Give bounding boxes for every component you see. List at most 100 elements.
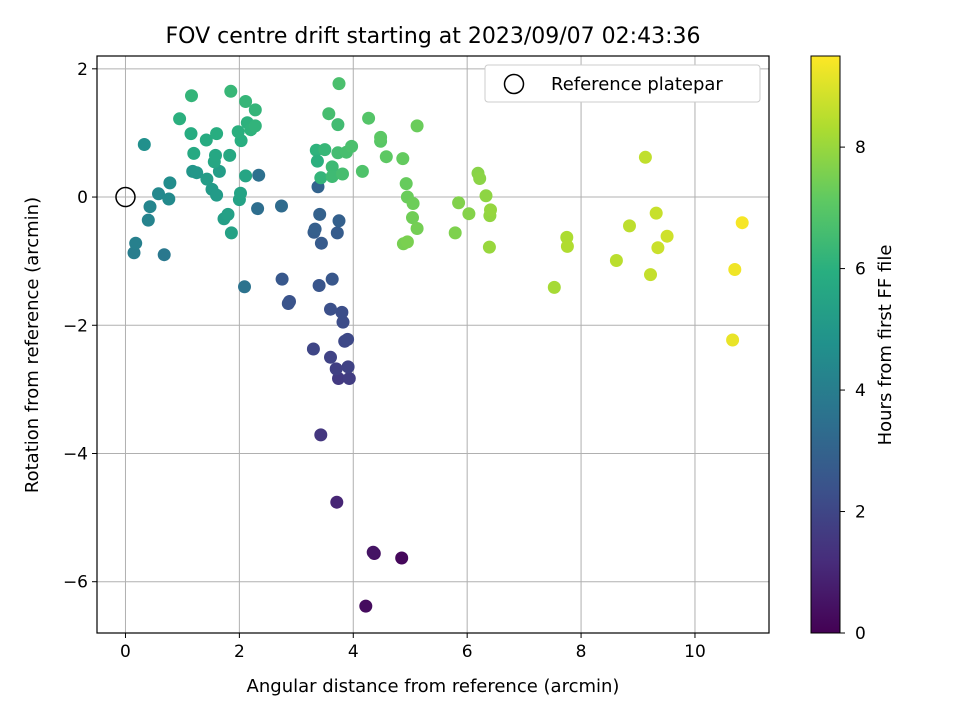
x-axis-ticks: 0 2 4 6 8 10	[120, 633, 706, 662]
colorbar-tick-label: 6	[855, 260, 866, 280]
y-tick-label: 2	[77, 60, 88, 80]
colorbar-tick-label: 4	[855, 381, 866, 401]
data-point	[275, 199, 288, 213]
data-point	[341, 360, 355, 374]
data-point	[314, 171, 328, 185]
data-point	[331, 118, 345, 132]
reference-platepar-marker	[115, 186, 136, 208]
data-point	[239, 95, 253, 108]
data-point	[406, 197, 420, 210]
data-point	[306, 342, 320, 356]
data-point	[345, 139, 359, 153]
y-axis-label: Rotation from reference (arcmin)	[22, 197, 43, 493]
data-point	[484, 203, 497, 217]
data-point	[547, 280, 561, 294]
data-point	[162, 192, 176, 206]
data-point	[313, 207, 327, 221]
data-point	[248, 119, 262, 133]
data-point	[728, 263, 742, 276]
data-point	[332, 77, 346, 91]
colorbar-tick-label: 8	[855, 138, 866, 158]
data-point	[448, 226, 462, 240]
data-point	[318, 143, 332, 157]
data-point	[623, 219, 636, 233]
grid-lines	[97, 56, 769, 633]
data-point	[210, 188, 224, 202]
data-point	[329, 362, 343, 376]
data-point	[452, 196, 466, 210]
data-point	[314, 236, 328, 250]
data-point	[400, 235, 414, 249]
x-tick-label: 6	[462, 642, 473, 662]
data-point	[200, 172, 214, 186]
data-point	[324, 302, 337, 316]
data-point	[310, 154, 324, 168]
legend-label-reference: Reference platepar	[551, 74, 723, 95]
data-point	[395, 551, 409, 565]
data-point	[560, 239, 574, 253]
data-point	[221, 207, 235, 221]
data-point	[410, 119, 424, 133]
y-tick-label: −4	[63, 444, 88, 464]
data-point	[185, 89, 198, 103]
y-tick-label: −2	[63, 316, 88, 336]
y-tick-label: 0	[77, 188, 88, 208]
data-point	[324, 350, 337, 364]
colorbar-label: Hours from first FF file	[875, 245, 896, 446]
data-point	[726, 333, 740, 347]
data-point	[332, 214, 346, 228]
data-point	[163, 176, 177, 190]
x-tick-label: 4	[348, 642, 359, 662]
data-point	[231, 125, 245, 139]
data-point	[190, 166, 204, 180]
data-point	[308, 222, 322, 236]
data-point	[224, 84, 238, 98]
data-point	[173, 112, 187, 126]
x-tick-label: 8	[576, 642, 587, 662]
data-point	[335, 305, 349, 319]
data-point	[187, 146, 201, 160]
data-point	[239, 169, 253, 183]
data-point	[143, 200, 157, 214]
x-tick-label: 10	[684, 642, 706, 662]
x-tick-label: 0	[120, 642, 131, 662]
data-point	[359, 599, 373, 613]
data-point	[184, 127, 198, 141]
data-point	[199, 133, 213, 147]
colorbar-tick-label: 0	[855, 624, 866, 644]
data-point	[325, 170, 339, 183]
data-point	[355, 164, 369, 178]
data-points	[115, 77, 749, 613]
data-point	[210, 127, 224, 141]
data-point	[281, 297, 295, 310]
data-point	[644, 268, 657, 282]
x-tick-label: 2	[234, 642, 245, 662]
data-point	[141, 213, 155, 227]
data-point	[322, 107, 336, 121]
colorbar-tick-label: 2	[855, 503, 866, 523]
data-point	[406, 211, 419, 225]
data-point	[379, 150, 393, 164]
plot-frame	[96, 55, 770, 634]
data-point	[251, 202, 265, 216]
data-point	[312, 279, 326, 292]
data-point	[609, 254, 623, 267]
data-point	[462, 207, 476, 221]
data-point	[212, 164, 226, 178]
data-point	[735, 216, 749, 230]
data-point	[479, 189, 493, 203]
data-point	[336, 167, 349, 181]
data-point	[651, 241, 665, 255]
data-point	[152, 187, 165, 201]
data-point	[374, 130, 388, 144]
legend-box	[484, 64, 761, 103]
data-point	[366, 545, 380, 559]
data-point	[234, 186, 247, 200]
data-point	[660, 229, 674, 243]
data-point	[129, 236, 143, 250]
data-point	[396, 152, 410, 166]
data-point	[336, 315, 350, 329]
data-point	[238, 280, 251, 294]
data-point	[399, 177, 413, 191]
